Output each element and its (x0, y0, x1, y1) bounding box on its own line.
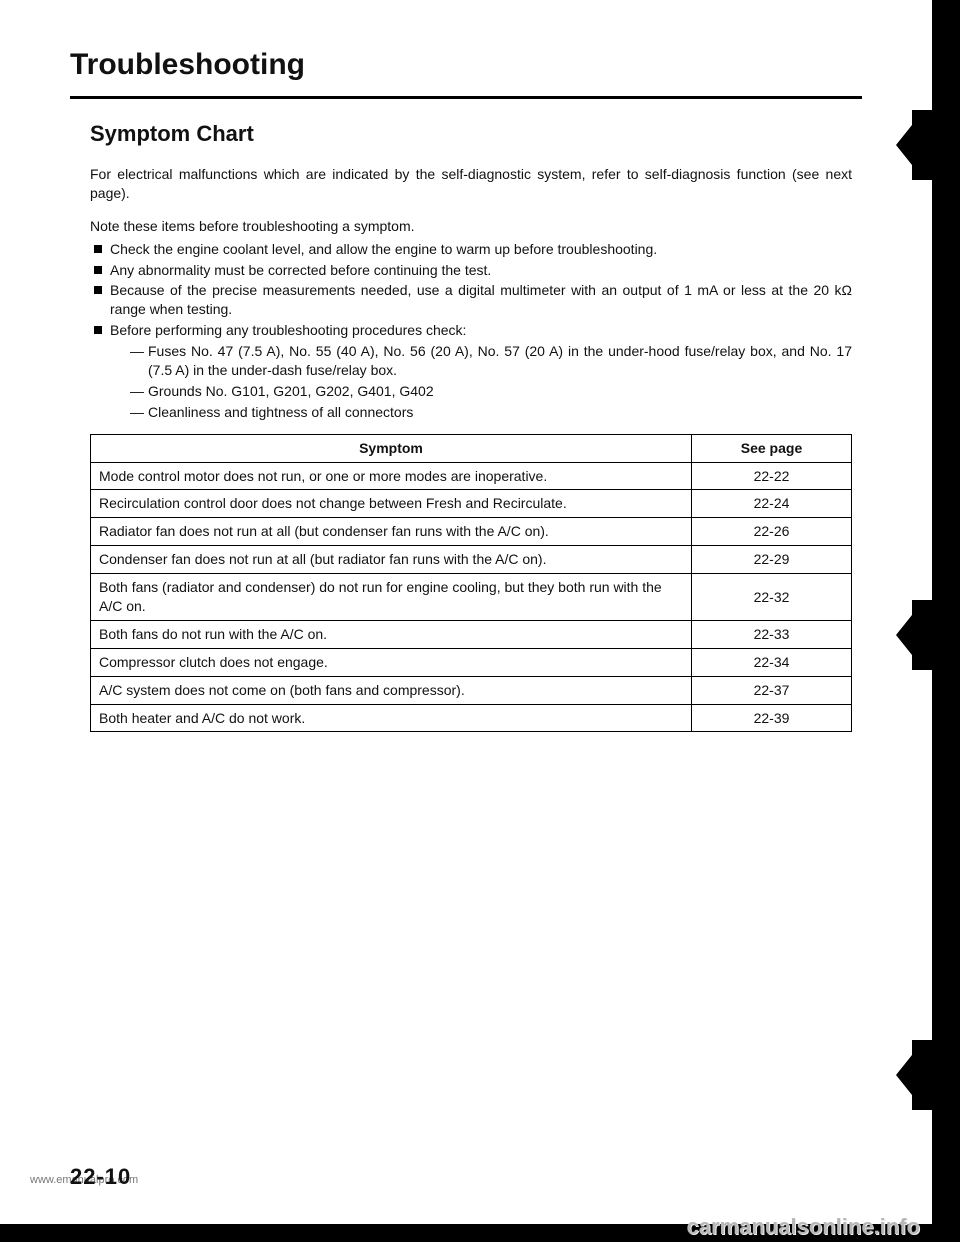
table-header-row: Symptom See page (91, 434, 852, 462)
table-row: Radiator fan does not run at all (but co… (91, 518, 852, 546)
body-text: For electrical malfunctions which are in… (90, 165, 852, 732)
intro-paragraph: For electrical malfunctions which are in… (90, 165, 852, 203)
page-cell: 22-32 (692, 574, 852, 621)
table-row: A/C system does not come on (both fans a… (91, 676, 852, 704)
bullet-item: Check the engine coolant level, and allo… (90, 240, 852, 259)
bullet-list: Check the engine coolant level, and allo… (90, 240, 852, 422)
page-number: 22-10 (70, 1164, 131, 1190)
page-cell: 22-39 (692, 704, 852, 732)
section-subtitle: Symptom Chart (90, 121, 862, 147)
title-rule (70, 96, 862, 99)
dash-item: Cleanliness and tightness of all connect… (130, 403, 852, 422)
table-header-seepage: See page (692, 434, 852, 462)
bullet-item: Any abnormality must be corrected before… (90, 261, 852, 280)
page-cell: 22-34 (692, 648, 852, 676)
bullet-item-label: Before performing any troubleshooting pr… (110, 322, 466, 338)
page-cell: 22-33 (692, 620, 852, 648)
page-cell: 22-22 (692, 462, 852, 490)
symptom-cell: A/C system does not come on (both fans a… (91, 676, 692, 704)
table-row: Both heater and A/C do not work. 22-39 (91, 704, 852, 732)
page-cell: 22-37 (692, 676, 852, 704)
table-row: Compressor clutch does not engage. 22-34 (91, 648, 852, 676)
page-cell: 22-24 (692, 490, 852, 518)
symptom-cell: Both heater and A/C do not work. (91, 704, 692, 732)
page-content: Troubleshooting Symptom Chart For electr… (0, 0, 932, 1224)
symptom-cell: Recirculation control door does not chan… (91, 490, 692, 518)
dash-list: Fuses No. 47 (7.5 A), No. 55 (40 A), No.… (130, 342, 852, 422)
note-lead: Note these items before troubleshooting … (90, 217, 852, 236)
symptom-cell: Mode control motor does not run, or one … (91, 462, 692, 490)
symptom-cell: Condenser fan does not run at all (but r… (91, 546, 692, 574)
table-row: Both fans (radiator and condenser) do no… (91, 574, 852, 621)
dash-item: Grounds No. G101, G201, G202, G401, G402 (130, 382, 852, 401)
bullet-item: Before performing any troubleshooting pr… (90, 321, 852, 421)
symptom-cell: Both fans (radiator and condenser) do no… (91, 574, 692, 621)
dash-item: Fuses No. 47 (7.5 A), No. 55 (40 A), No.… (130, 342, 852, 380)
table-row: Both fans do not run with the A/C on. 22… (91, 620, 852, 648)
symptom-cell: Radiator fan does not run at all (but co… (91, 518, 692, 546)
table-row: Mode control motor does not run, or one … (91, 462, 852, 490)
table-header-symptom: Symptom (91, 434, 692, 462)
table-row: Condenser fan does not run at all (but r… (91, 546, 852, 574)
bullet-item: Because of the precise measurements need… (90, 281, 852, 319)
symptom-cell: Both fans do not run with the A/C on. (91, 620, 692, 648)
page-title: Troubleshooting (70, 48, 862, 82)
watermark-text: carmanualsonline.info (687, 1214, 921, 1240)
symptom-cell: Compressor clutch does not engage. (91, 648, 692, 676)
page-cell: 22-26 (692, 518, 852, 546)
table-row: Recirculation control door does not chan… (91, 490, 852, 518)
symptom-table: Symptom See page Mode control motor does… (90, 434, 852, 733)
page-cell: 22-29 (692, 546, 852, 574)
